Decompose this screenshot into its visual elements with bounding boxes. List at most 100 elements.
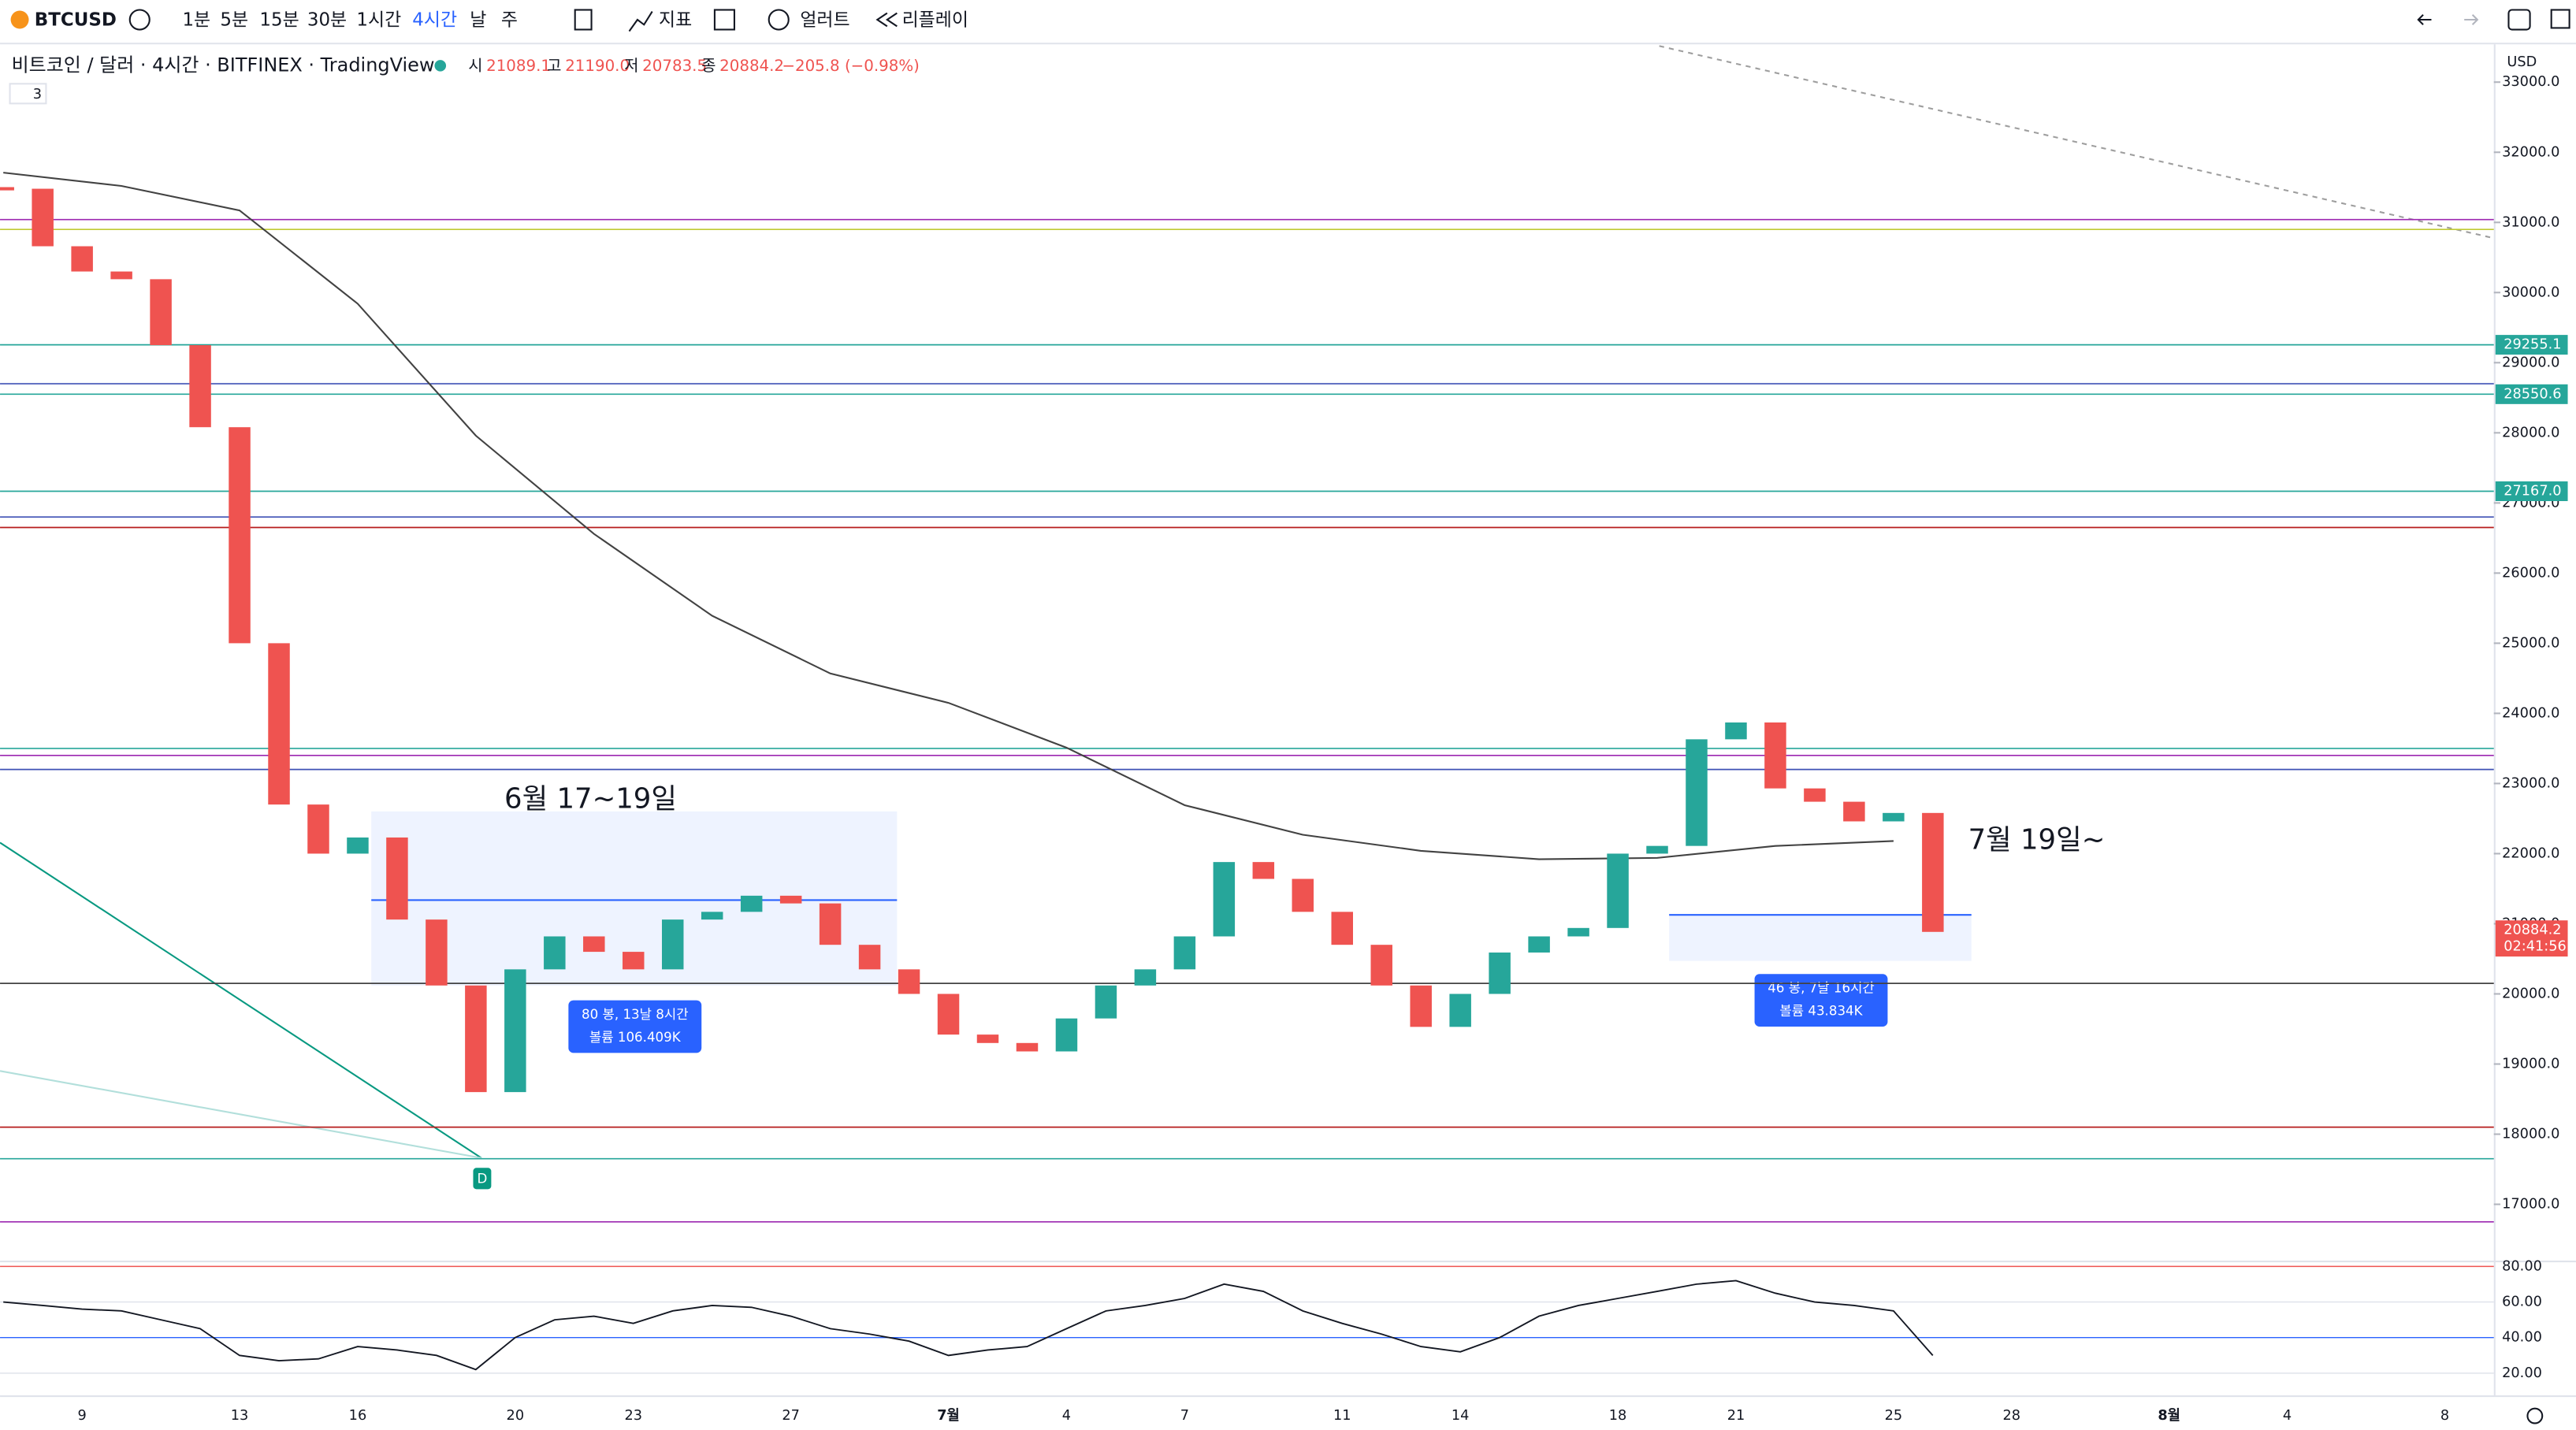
candle (623, 952, 645, 970)
alert-button[interactable]: 얼러트 (800, 10, 849, 31)
redo-button[interactable] (2464, 14, 2479, 26)
undo-button[interactable] (2417, 14, 2432, 26)
trend-line (0, 841, 482, 1159)
indicator-toggle[interactable] (9, 83, 47, 105)
currency[interactable]: USD (2507, 54, 2537, 70)
candle (110, 271, 132, 280)
candle (1095, 985, 1117, 1019)
date-label: 11 (1333, 1408, 1351, 1424)
price-tick-label: 17000.0 (2502, 1197, 2559, 1213)
candle (1922, 812, 1944, 932)
candle (701, 912, 723, 920)
date-label: 8월 (2158, 1407, 2180, 1424)
interval[interactable]: 30분 (307, 10, 347, 31)
candle (229, 427, 251, 644)
price-tick-label: 20000.0 (2502, 986, 2559, 1001)
ohlc-value: 20783.5 (642, 57, 707, 75)
price-tick-label: 19000.0 (2502, 1057, 2559, 1072)
candle (1370, 945, 1392, 986)
screenshot-button[interactable] (2550, 9, 2570, 29)
level-price-label: 27167.0 (2504, 483, 2561, 499)
price-tick-label: 33000.0 (2502, 74, 2559, 90)
candle (465, 985, 487, 1093)
measure-box (1669, 915, 1972, 961)
interval[interactable]: 1분 (182, 10, 210, 31)
indicators-button[interactable]: 지표 (659, 10, 692, 31)
date-label: 28 (2003, 1408, 2021, 1424)
last-price: 20884.2 (2504, 923, 2561, 938)
ohlc-label: 시 (468, 57, 482, 75)
candle (426, 919, 448, 986)
date-label: 23 (624, 1408, 642, 1424)
interval[interactable]: 날 (470, 10, 486, 31)
candle (1843, 801, 1865, 822)
candle (32, 188, 54, 247)
candle (583, 936, 605, 953)
candle (661, 919, 684, 970)
rsi-tick-label: 20.00 (2502, 1365, 2542, 1381)
date-label: 14 (1452, 1408, 1470, 1424)
candle (1173, 936, 1196, 970)
measure-label (1754, 974, 1888, 1027)
measure-text: 볼륨 106.409K (589, 1030, 682, 1045)
price-tick-label: 25000.0 (2502, 635, 2559, 651)
add-symbol[interactable] (128, 9, 151, 31)
settings-button[interactable] (2526, 1407, 2544, 1424)
candle (1449, 994, 1471, 1027)
candle (937, 994, 960, 1035)
candle (1883, 812, 1905, 822)
trend-line (1659, 45, 2494, 240)
symbol[interactable]: BTCUSD (35, 10, 117, 31)
candle (268, 643, 290, 805)
rsi-tick-label: 40.00 (2502, 1330, 2542, 1346)
price-tick-label: 28000.0 (2502, 425, 2559, 440)
ohlc-value: 20884.2 (719, 57, 784, 75)
toolbar (0, 0, 2576, 43)
price-tick-label: 23000.0 (2502, 775, 2559, 791)
interval[interactable]: 5분 (220, 10, 248, 31)
indicator-count: 3 (33, 87, 42, 102)
candle (1489, 952, 1511, 994)
date-label: 7 (1180, 1408, 1189, 1424)
indicators-icon (628, 11, 653, 32)
settings-icon (2526, 1407, 2544, 1424)
annotation: 6월 17~19일 (504, 782, 677, 815)
price-tick-label: 31000.0 (2502, 214, 2559, 230)
candle (1252, 862, 1275, 879)
interval[interactable]: 1시간 (356, 10, 401, 31)
candle (71, 246, 93, 272)
date-label: 18 (1609, 1408, 1627, 1424)
interval[interactable]: 주 (501, 10, 518, 31)
chart-type-button[interactable] (574, 9, 593, 31)
candle (976, 1034, 999, 1043)
candle (1331, 912, 1353, 945)
annotation: 7월 19일~ (1968, 823, 2106, 856)
candle (1528, 936, 1550, 953)
measure-text: 46 봉, 7날 16시간 (1768, 981, 1874, 996)
measure-text: 볼륨 43.834K (1779, 1004, 1863, 1019)
measure-label (568, 1000, 702, 1053)
candle (1725, 722, 1747, 740)
candle (347, 837, 369, 854)
interval-active[interactable]: 4시간 (412, 10, 457, 31)
date-label: 9 (78, 1408, 87, 1424)
candle (1055, 1018, 1078, 1052)
price-tick-label: 22000.0 (2502, 845, 2559, 861)
dividend-marker[interactable] (473, 1168, 492, 1190)
layout-button[interactable] (713, 9, 735, 31)
candle (1646, 845, 1668, 854)
level-price-label: 28550.6 (2504, 386, 2561, 402)
fullscreen-button[interactable] (2507, 9, 2531, 31)
replay-icon (875, 12, 898, 28)
interval[interactable]: 15분 (259, 10, 299, 31)
legend-title: 비트코인 / 달러 · 4시간 · BITFINEX · TradingView (12, 54, 435, 76)
level-price-tag (2495, 335, 2568, 355)
ohlc-label: 저 (624, 57, 638, 75)
rsi-tick-label: 80.00 (2502, 1258, 2542, 1274)
candle (386, 837, 408, 920)
ohlc-label: 고 (547, 57, 561, 75)
date-label: 25 (1885, 1408, 1903, 1424)
candle (150, 279, 172, 346)
replay-button[interactable]: 리플레이 (902, 10, 968, 31)
